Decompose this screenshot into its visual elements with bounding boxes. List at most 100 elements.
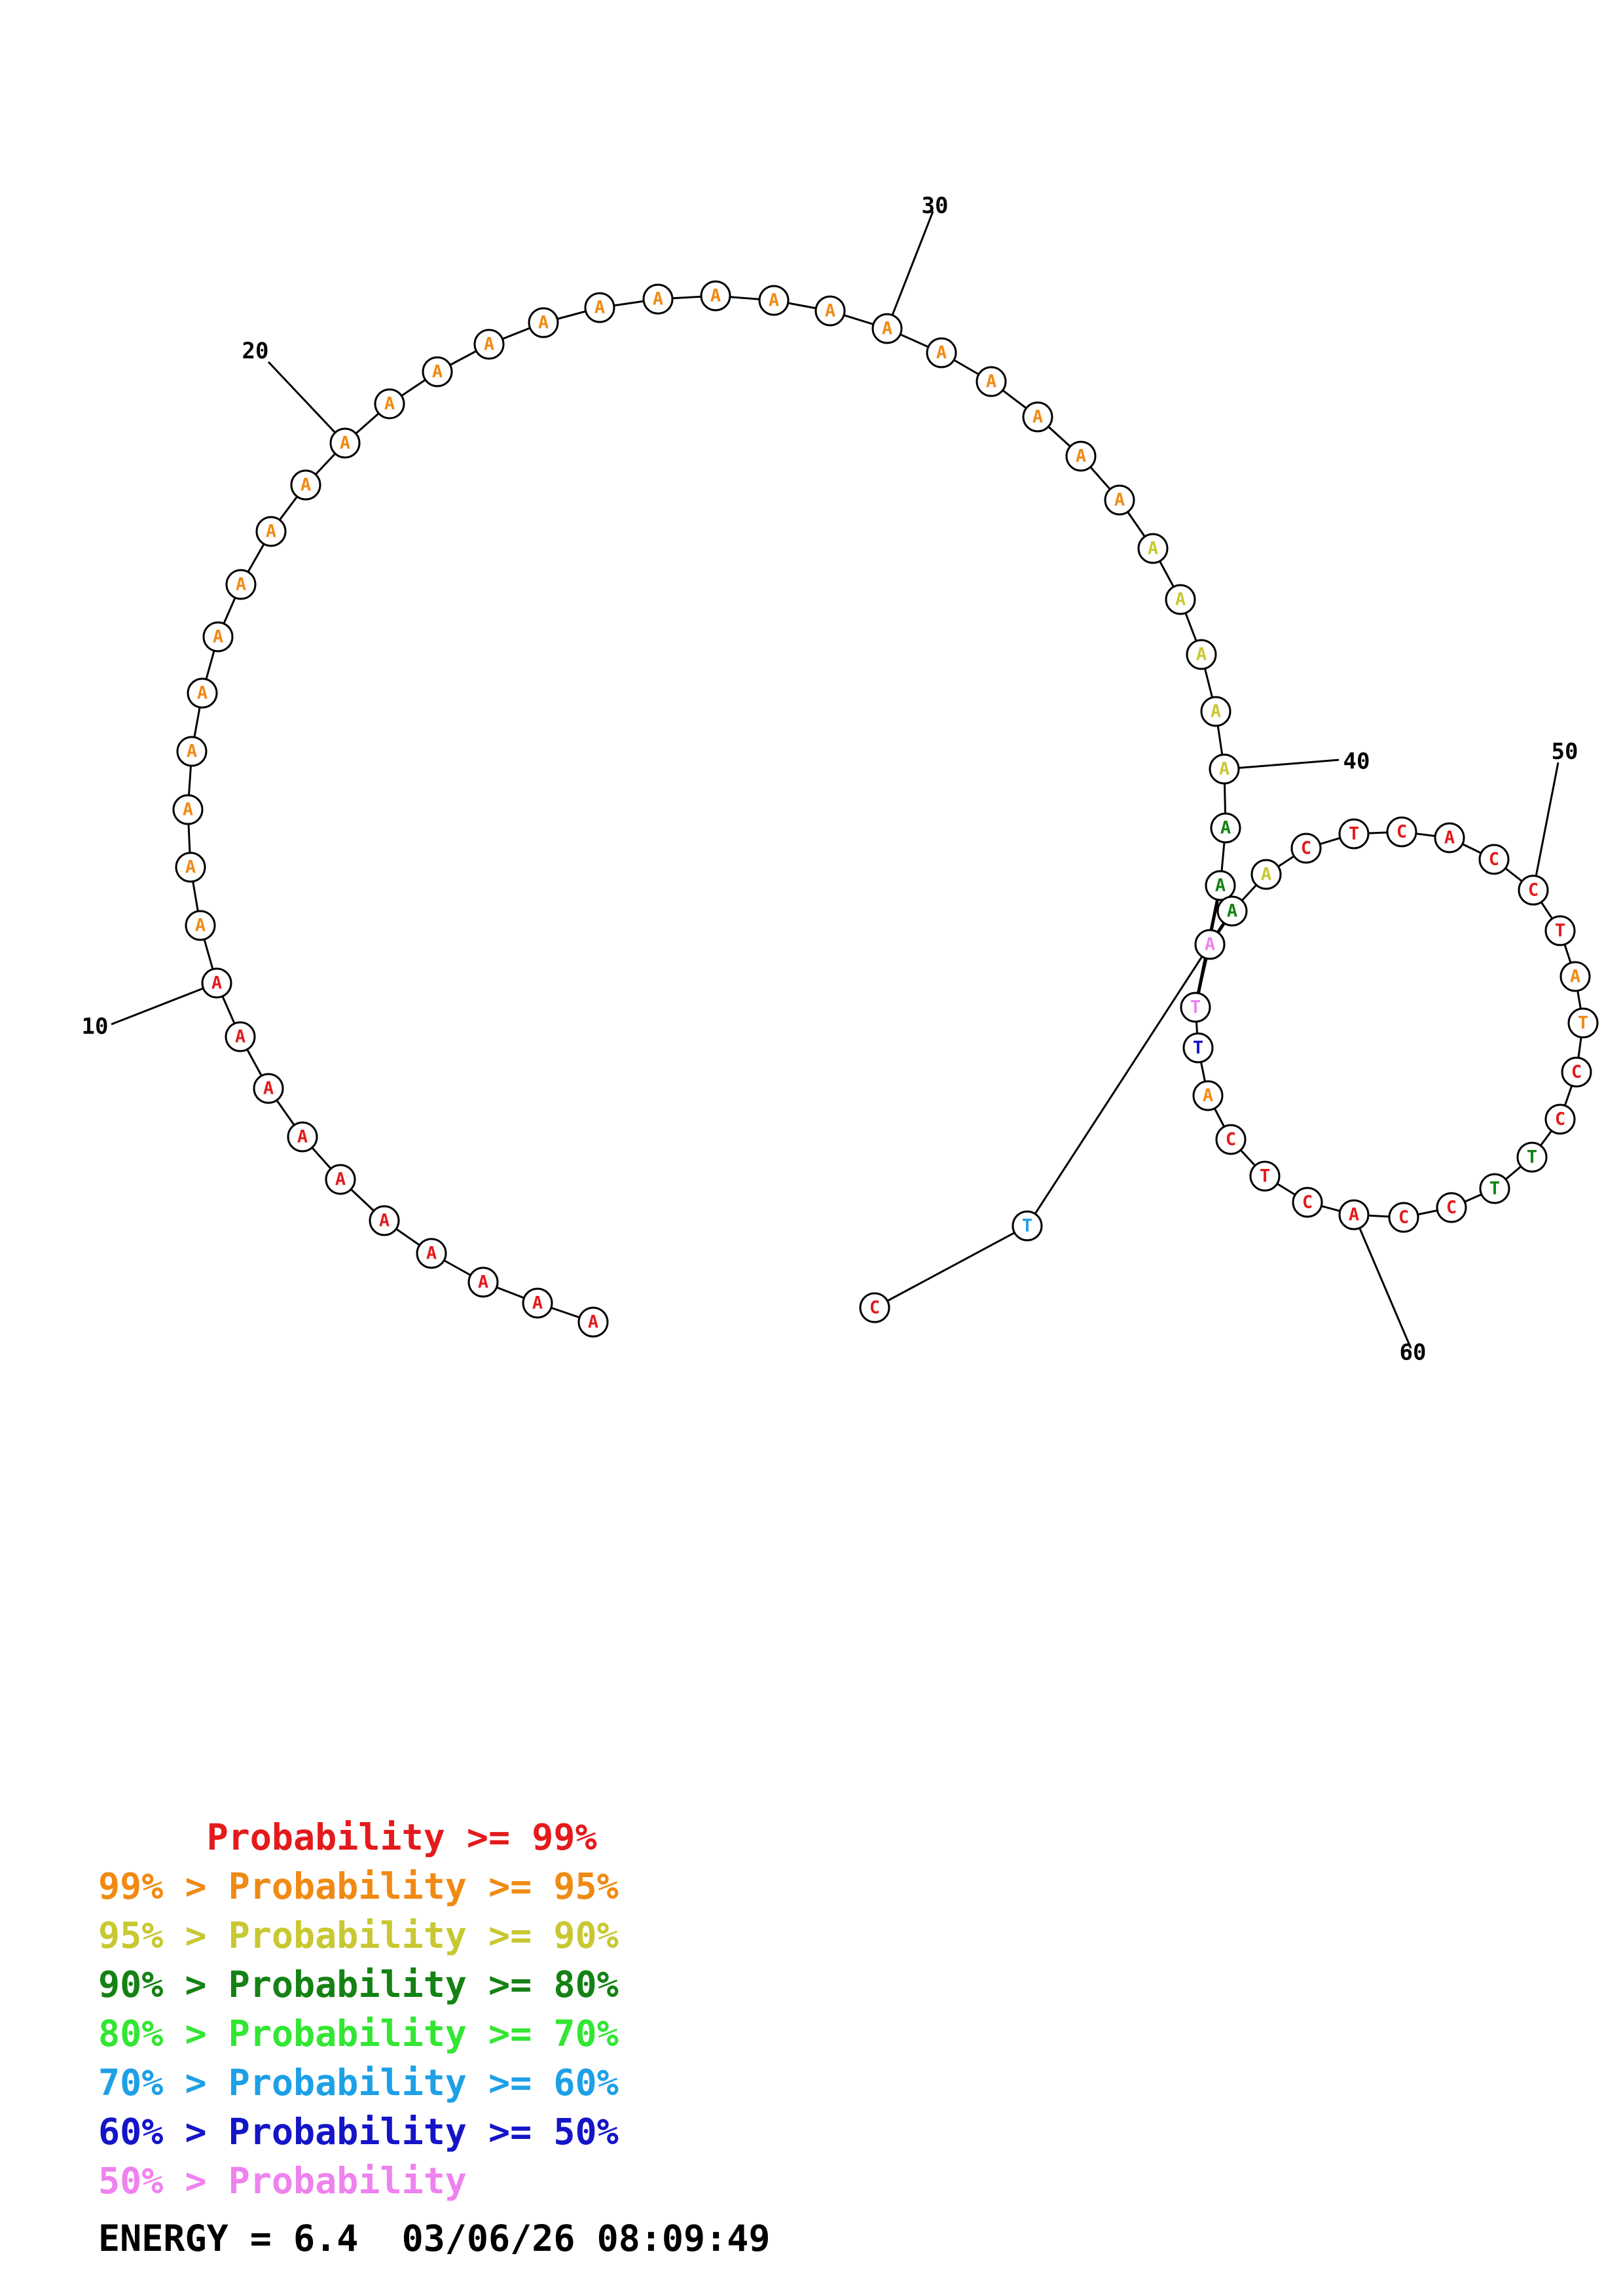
- nucleotide: A: [253, 1073, 284, 1104]
- nucleotide-circle: [1478, 844, 1510, 875]
- nucleotide-base: A: [936, 343, 947, 363]
- nucleotide-base: C: [1398, 1208, 1409, 1228]
- nucleotide-circle: [1137, 533, 1169, 564]
- nucleotide: A: [1165, 584, 1196, 615]
- nucleotide-circle: [225, 569, 257, 600]
- nucleotide-base: C: [1555, 1109, 1565, 1130]
- nucleotide: C: [1292, 1187, 1323, 1218]
- tick-label: 20: [242, 338, 269, 365]
- nucleotide-base: A: [197, 683, 208, 704]
- nucleotide: A: [871, 313, 903, 344]
- nucleotide: C: [1544, 1103, 1576, 1135]
- nucleotides: A A A A A A A A A A A A A A A A A A A A A A A A A A A A A A A A A A A A A A A A…: [172, 280, 1599, 1338]
- tick-line: [886, 211, 934, 329]
- nucleotide-base: A: [1076, 446, 1086, 467]
- nucleotide-base: T: [1527, 1147, 1537, 1168]
- nucleotide-circle: [329, 427, 361, 459]
- nucleotide-base: A: [183, 800, 193, 820]
- nucleotide-base: T: [1578, 1013, 1588, 1033]
- nucleotide-circle: [1561, 1056, 1592, 1088]
- nucleotide-circle: [187, 677, 218, 709]
- nucleotide: A: [369, 1205, 400, 1236]
- nucleotide-circle: [1210, 812, 1241, 844]
- tick-line: [1353, 1214, 1412, 1349]
- nucleotide: A: [329, 427, 361, 459]
- nucleotide-circle: [1022, 401, 1053, 433]
- nucleotide: A: [176, 736, 208, 767]
- tick-line: [1224, 759, 1340, 770]
- nucleotide-circle: [225, 1021, 256, 1052]
- nucleotide-circle: [1209, 753, 1240, 785]
- nucleotide-base: A: [1215, 876, 1226, 896]
- nucleotide: C: [859, 1292, 890, 1323]
- backbone-segment: [1026, 944, 1211, 1227]
- nucleotide-base: A: [213, 627, 223, 647]
- nucleotide-base: A: [986, 372, 996, 392]
- nucleotide-circle: [1388, 1202, 1419, 1233]
- nucleotide-base: A: [379, 1211, 390, 1231]
- nucleotide-base: T: [1022, 1216, 1032, 1236]
- nucleotide: T: [1249, 1160, 1281, 1192]
- nucleotide: A: [175, 852, 206, 883]
- nucleotide: T: [1012, 1210, 1043, 1242]
- nucleotide: A: [422, 356, 453, 387]
- nucleotide: A: [1022, 401, 1053, 433]
- nucleotide-base: C: [1301, 838, 1311, 859]
- tick-label: 50: [1552, 739, 1578, 765]
- nucleotide: A: [584, 292, 615, 323]
- nucleotide-base: A: [1570, 967, 1580, 987]
- nucleotide-base: A: [484, 334, 494, 355]
- nucleotide-circle: [1250, 859, 1282, 890]
- nucleotide: C: [1290, 833, 1322, 864]
- nucleotide-circle: [1215, 1124, 1247, 1155]
- nucleotide-base: C: [1226, 1130, 1236, 1150]
- nucleotide-circle: [369, 1205, 400, 1236]
- nucleotide-circle: [290, 469, 321, 501]
- nucleotide-circle: [1338, 1199, 1370, 1230]
- nucleotide: A: [577, 1306, 609, 1338]
- nucleotide-base: A: [538, 313, 549, 333]
- nucleotide: A: [1104, 484, 1135, 516]
- nucleotide-circle: [1249, 1160, 1281, 1192]
- nucleotide-base: A: [195, 916, 206, 936]
- nucleotide-base: A: [384, 394, 395, 414]
- nucleotide: C: [1215, 1124, 1247, 1155]
- nucleotide-base: A: [432, 362, 443, 382]
- nucleotide-circle: [287, 1121, 318, 1153]
- legend-row: 99% > Probability >= 95%: [98, 1865, 619, 1907]
- nucleotide-circle: [1186, 639, 1217, 670]
- nucleotide-base: A: [478, 1272, 488, 1293]
- nucleotide-circle: [1436, 1192, 1467, 1223]
- nucleotide-base: A: [1349, 1205, 1359, 1225]
- nucleotide-circle: [871, 313, 903, 344]
- nucleotide-circle: [758, 285, 790, 316]
- nucleotide-circle: [1544, 915, 1576, 946]
- nucleotide: C: [1561, 1056, 1592, 1088]
- nucleotide-base: A: [710, 286, 721, 306]
- nucleotide-circle: [1205, 870, 1236, 901]
- nucleotide: T: [1516, 1141, 1548, 1173]
- nucleotide-base: C: [1489, 850, 1499, 870]
- nucleotide-base: A: [1227, 901, 1237, 922]
- nucleotide-base: C: [1571, 1062, 1582, 1083]
- nucleotide-circle: [1216, 895, 1248, 927]
- nucleotide-base: T: [1349, 824, 1359, 844]
- nucleotide-base: A: [1203, 1086, 1213, 1106]
- nucleotide-circle: [528, 307, 559, 338]
- nucleotide: A: [976, 366, 1007, 397]
- nucleotide-base: A: [185, 857, 196, 878]
- nucleotide-circle: [255, 516, 287, 547]
- nucleotide-base: A: [211, 973, 222, 994]
- nucleotide-circle: [1386, 816, 1417, 848]
- nucleotide: A: [1338, 1199, 1370, 1230]
- nucleotide-base: C: [1302, 1193, 1313, 1213]
- tick-line: [1532, 762, 1559, 891]
- nucleotide: A: [416, 1238, 447, 1269]
- nucleotide: A: [225, 1021, 256, 1052]
- nucleotide-circle: [1012, 1210, 1043, 1242]
- nucleotide-base: A: [235, 1027, 246, 1047]
- nucleotide-base: A: [532, 1293, 543, 1314]
- nucleotide-circle: [1434, 822, 1465, 853]
- nucleotide-circle: [1544, 1103, 1576, 1135]
